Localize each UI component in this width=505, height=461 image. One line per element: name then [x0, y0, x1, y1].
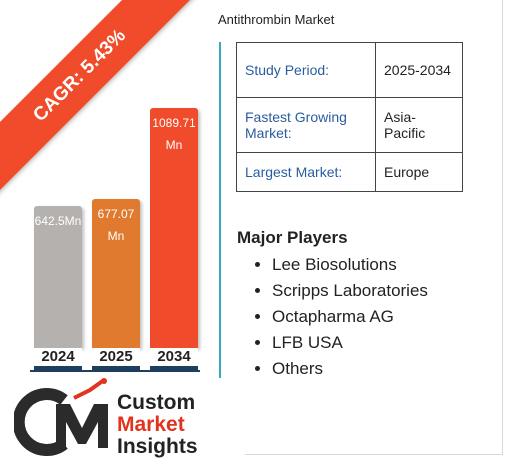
logo-line-market: Market — [117, 413, 185, 436]
section-divider — [219, 42, 221, 378]
logo-line-custom: Custom — [117, 391, 196, 414]
year-label: 2024 — [34, 348, 82, 370]
largest-market-label: Largest Market: — [236, 152, 376, 192]
list-item: Scripps Laboratories — [272, 278, 428, 304]
largest-market-value: Europe — [375, 152, 463, 192]
market-info-table: Study Period: 2025-2034 Fastest Growing … — [236, 42, 463, 192]
bar-2034 — [150, 108, 198, 348]
table-row: Fastest Growing Market: Asia-Pacific — [236, 97, 463, 153]
fastest-growing-value: Asia-Pacific — [375, 97, 463, 153]
logo-wordmark: Custom Market Insights — [117, 392, 198, 458]
year-label: 2034 — [150, 348, 198, 370]
company-logo: Custom Market Insights — [0, 378, 245, 461]
logo-line-insights: Insights — [117, 435, 198, 458]
study-period-value: 2025-2034 — [375, 42, 463, 98]
study-period-label: Study Period: — [236, 42, 376, 98]
list-item: Lee Biosolutions — [272, 252, 428, 278]
players-list: Lee Biosolutions Scripps Laboratories Oc… — [252, 252, 428, 382]
year-label: 2025 — [92, 348, 140, 370]
table-row: Study Period: 2025-2034 — [236, 42, 463, 98]
bar-value-label: 677.07 Mn — [97, 207, 135, 243]
bar-2025 — [92, 199, 140, 348]
major-players-title: Major Players — [237, 228, 348, 247]
list-item: LFB USA — [272, 330, 428, 356]
bar-chart: 642.5Mn 2024 677.07 Mn 2025 1089.71 Mn 2034 — [0, 0, 220, 380]
list-item: Octapharma AG — [272, 304, 428, 330]
fastest-growing-label: Fastest Growing Market: — [236, 97, 376, 153]
bar-value-label: 1089.71 Mn — [152, 116, 196, 152]
bar-value-label: 642.5Mn — [34, 214, 82, 228]
cmi-logo-icon — [14, 378, 108, 456]
chart-baseline — [30, 370, 200, 372]
bar-2024 — [34, 206, 82, 348]
chart-title: Antithrombin Market — [218, 12, 335, 27]
table-row: Largest Market: Europe — [236, 152, 463, 192]
list-item: Others — [272, 356, 428, 382]
